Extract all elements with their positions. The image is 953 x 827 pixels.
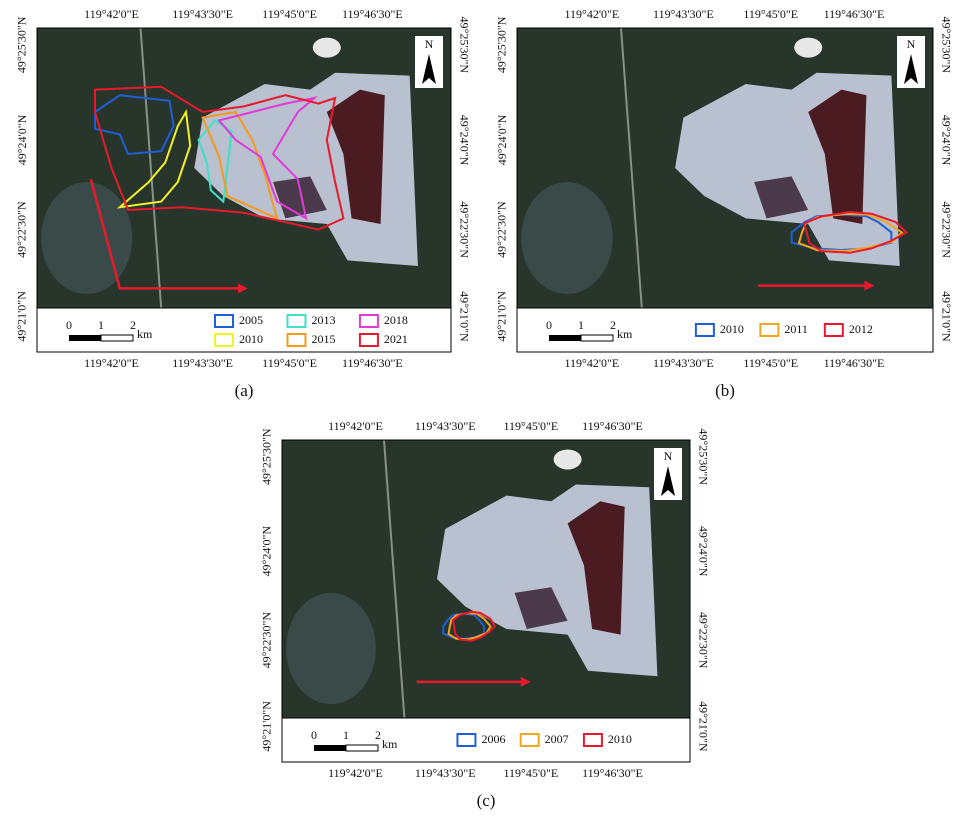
lon-label: 119°45'0"E [262, 356, 317, 370]
scale-unit: km [617, 327, 633, 341]
legend-label: 2011 [784, 322, 808, 336]
legend-label: 2013 [311, 313, 335, 327]
legend-label: 2010 [239, 332, 263, 346]
lat-label: 49°25'30"N [939, 17, 953, 74]
lat-label: 49°22'30"N [939, 201, 953, 258]
legend-label: 2021 [384, 332, 408, 346]
lat-label: 49°21'0"N [696, 701, 710, 752]
panel-label: (c) [477, 791, 496, 810]
lon-label: 119°45'0"E [504, 419, 559, 433]
lon-label: 119°42'0"E [328, 419, 383, 433]
lon-label: 119°43'30"E [653, 7, 714, 21]
lon-label: 119°43'30"E [415, 419, 476, 433]
scale-bar [101, 335, 133, 341]
lat-label: 49°24'0"N [939, 115, 953, 166]
panel-label: (b) [715, 381, 735, 400]
lat-label: 49°21'0"N [260, 701, 274, 752]
lat-label: 49°25'30"N [696, 428, 710, 485]
north-label: N [664, 449, 673, 463]
lat-label: 49°21'0"N [457, 291, 471, 342]
scale-label: 0 [66, 318, 72, 332]
lon-label: 119°42'0"E [565, 356, 620, 370]
field-area [286, 593, 376, 704]
lon-label: 119°46'30"E [582, 419, 643, 433]
north-label: N [425, 37, 434, 51]
field-area [521, 182, 613, 294]
lon-label: 119°45'0"E [262, 7, 317, 21]
lat-label: 49°24'0"N [457, 115, 471, 166]
lon-label: 119°43'30"E [653, 356, 714, 370]
scale-unit: km [382, 737, 398, 751]
lon-label: 119°46'30"E [342, 356, 403, 370]
legend-label: 2018 [384, 313, 408, 327]
lat-label: 49°22'30"N [260, 612, 274, 669]
scale-bar [581, 335, 613, 341]
panel-label: (a) [235, 381, 254, 400]
legend-label: 2010 [720, 322, 744, 336]
cloud [313, 38, 341, 58]
scale-label: 2 [130, 318, 136, 332]
lat-label: 49°22'30"N [457, 201, 471, 258]
legend-label: 2015 [311, 332, 335, 346]
lat-label: 49°21'0"N [939, 291, 953, 342]
field-area [41, 182, 132, 294]
scale-label: 1 [578, 318, 584, 332]
lon-label: 119°46'30"E [582, 766, 643, 780]
lat-label: 49°25'30"N [260, 428, 274, 485]
lon-label: 119°45'0"E [743, 7, 798, 21]
legend-label: 2005 [239, 313, 263, 327]
cloud [794, 38, 822, 58]
lat-label: 49°24'0"N [495, 114, 509, 165]
lon-label: 119°42'0"E [84, 7, 139, 21]
lon-label: 119°43'30"E [172, 7, 233, 21]
lat-label: 49°21'0"N [495, 291, 509, 342]
lon-label: 119°42'0"E [565, 7, 620, 21]
lat-label: 49°25'30"N [457, 17, 471, 74]
lon-label: 119°45'0"E [743, 356, 798, 370]
scale-label: 1 [98, 318, 104, 332]
lat-label: 49°22'30"N [495, 201, 509, 258]
scale-bar [549, 335, 581, 341]
lat-label: 49°25'30"N [495, 16, 509, 73]
scale-label: 2 [375, 728, 381, 742]
lon-label: 119°42'0"E [328, 766, 383, 780]
figure: N012km200520102013201520182021119°42'0"E… [0, 0, 953, 822]
lat-label: 49°22'30"N [15, 201, 29, 258]
scale-label: 1 [343, 728, 349, 742]
lat-label: 49°24'0"N [696, 526, 710, 577]
lat-label: 49°24'0"N [15, 114, 29, 165]
legend-label: 2007 [545, 732, 569, 746]
legend-label: 2006 [481, 732, 505, 746]
lat-label: 49°21'0"N [15, 291, 29, 342]
lon-label: 119°46'30"E [342, 7, 403, 21]
map-panel: N 0 1 2km 2006 2007 2010 119°42'0"E 119°43'30"E 1… [260, 419, 711, 810]
scale-label: 0 [546, 318, 552, 332]
scale-bar [69, 335, 101, 341]
map-panel: N 0 1 2km 2005 2010 2013 2015 2018 2021 119°42'0"E… [15, 7, 472, 400]
legend-label: 2010 [608, 732, 632, 746]
lat-label: 49°22'30"N [696, 612, 710, 669]
lat-label: 49°24'0"N [260, 526, 274, 577]
scale-label: 0 [311, 728, 317, 742]
lat-label: 49°25'30"N [15, 16, 29, 73]
lon-label: 119°43'30"E [172, 356, 233, 370]
lon-label: 119°45'0"E [504, 766, 559, 780]
legend-label: 2012 [849, 322, 873, 336]
lon-label: 119°43'30"E [415, 766, 476, 780]
lon-label: 119°46'30"E [824, 356, 885, 370]
north-label: N [907, 37, 916, 51]
lon-label: 119°42'0"E [84, 356, 139, 370]
scale-bar [314, 745, 346, 751]
map-panel: N 0 1 2km 2010 2011 2012 119°42'0"E 119°43'30"E 1… [495, 7, 953, 400]
scale-label: 2 [610, 318, 616, 332]
scale-unit: km [137, 327, 153, 341]
lon-label: 119°46'30"E [824, 7, 885, 21]
cloud [554, 449, 582, 469]
scale-bar [346, 745, 378, 751]
